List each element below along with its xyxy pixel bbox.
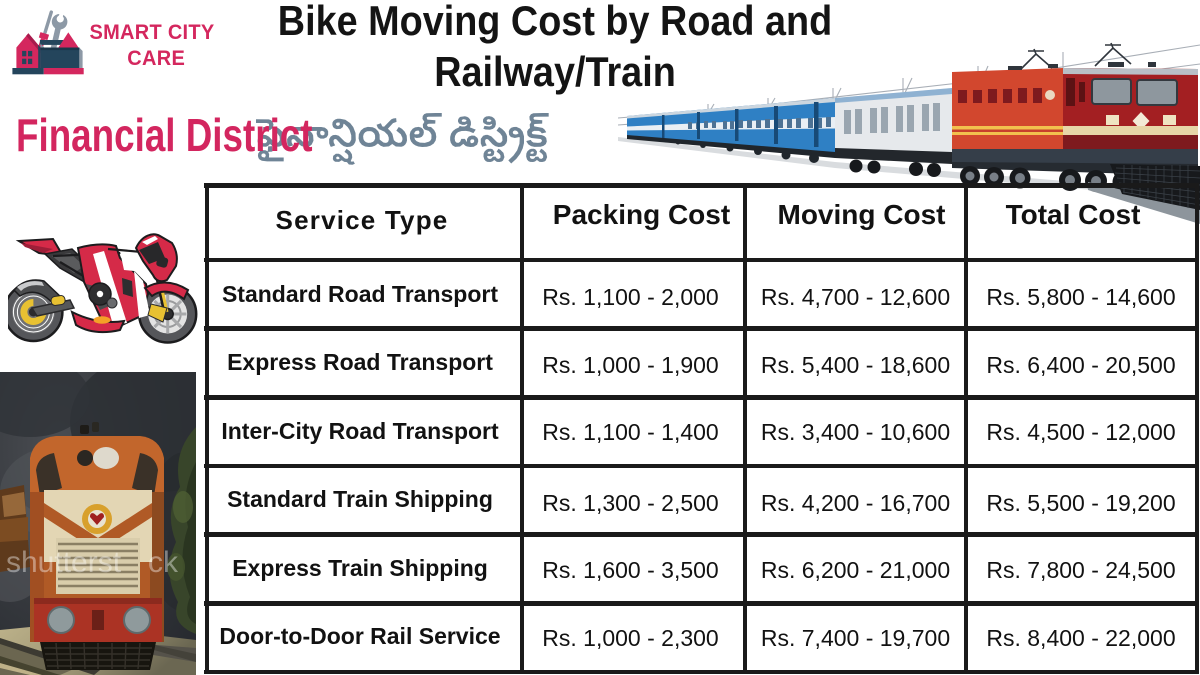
- svg-text:shutterst: shutterst: [6, 546, 122, 579]
- svg-text:ck: ck: [148, 546, 179, 579]
